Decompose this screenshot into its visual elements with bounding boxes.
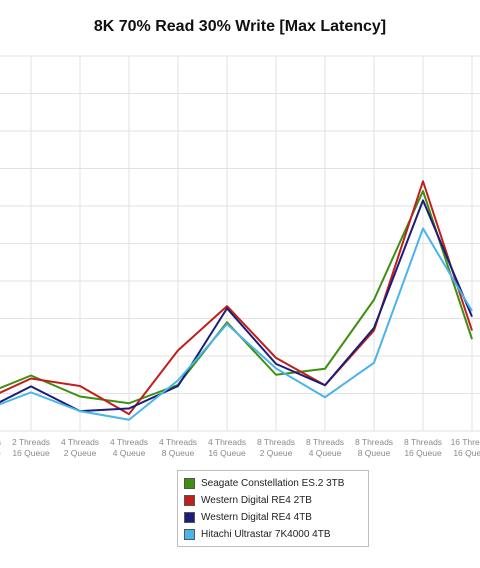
legend-swatch xyxy=(184,512,195,523)
series-line-2 xyxy=(0,180,473,416)
legend-item: Western Digital RE4 2TB xyxy=(184,492,362,509)
legend-label: Western Digital RE4 4TB xyxy=(201,512,312,523)
legend-item: Seagate Constellation ES.2 3TB xyxy=(184,475,362,492)
x-tick-label: 4 Threads 4 Queue xyxy=(110,437,148,458)
x-tick-label: 4 Threads 16 Queue xyxy=(208,437,246,458)
x-tick-label: 4 Threads 8 Queue xyxy=(159,437,197,458)
legend-label: Hitachi Ultrastar 7K4000 4TB xyxy=(201,529,331,540)
x-tick-label: 8 Threads 2 Queue xyxy=(257,437,295,458)
series-line-1 xyxy=(0,190,473,405)
legend-label: Seagate Constellation ES.2 3TB xyxy=(201,478,345,489)
x-tick-label: 2 Threads 16 Queue xyxy=(12,437,50,458)
legend-item: Western Digital RE4 4TB xyxy=(184,509,362,526)
legend-swatch xyxy=(184,478,195,489)
x-tick-label: 8 Threads 16 Queue xyxy=(404,437,442,458)
legend-swatch xyxy=(184,495,195,506)
series-line-3 xyxy=(0,199,473,413)
series-line-4 xyxy=(0,227,473,421)
legend-swatch xyxy=(184,529,195,540)
x-tick-label: 8 Threads 4 Queue xyxy=(306,437,344,458)
legend-item: Hitachi Ultrastar 7K4000 4TB xyxy=(184,526,362,543)
chart-title: 8K 70% Read 30% Write [Max Latency] xyxy=(93,18,387,35)
chart-legend: Seagate Constellation ES.2 3TB Western Di… xyxy=(177,470,369,547)
legend-label: Western Digital RE4 2TB xyxy=(201,495,312,506)
x-tick-label: 4 Threads 2 Queue xyxy=(61,437,99,458)
x-tick-label: 8 Threads 8 Queue xyxy=(355,437,393,458)
